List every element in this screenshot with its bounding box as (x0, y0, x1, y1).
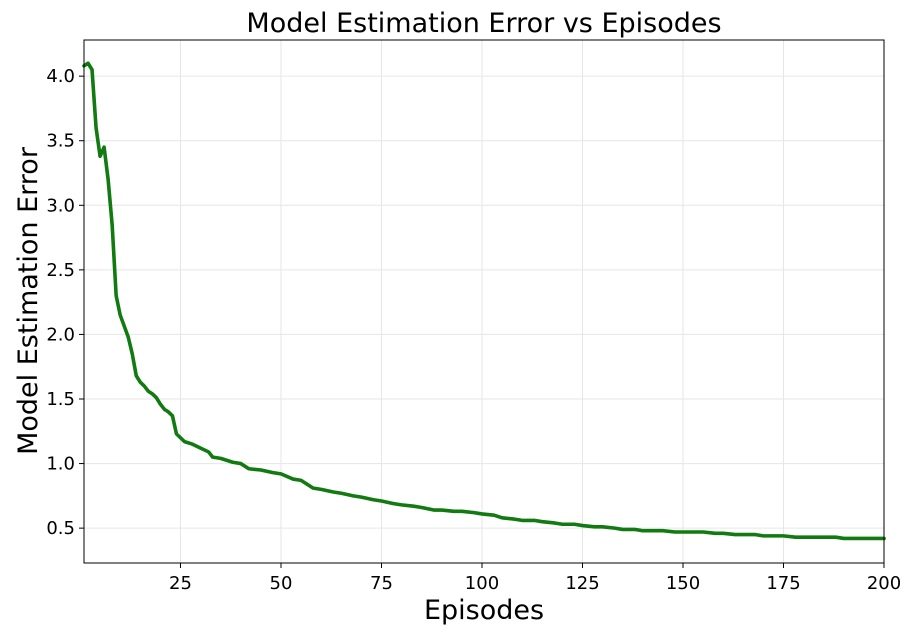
x-tick-label: 50 (270, 573, 293, 594)
y-tick-label: 3.0 (46, 195, 75, 216)
series-line (82, 61, 886, 541)
y-tick-label: 2.0 (46, 324, 75, 345)
x-tick-label: 200 (867, 573, 901, 594)
y-axis-ticks: 0.5 1.0 1.5 2.0 2.5 3.0 3.5 4.0 (46, 66, 84, 539)
y-tick-label: 1.5 (46, 389, 75, 410)
x-tick-label: 125 (565, 573, 599, 594)
x-axis-label: Episodes (424, 595, 544, 626)
y-tick-label: 0.5 (46, 518, 75, 539)
plot-frame (83, 39, 885, 564)
y-tick-label: 4.0 (46, 66, 75, 87)
chart-title: Model Estimation Error vs Episodes (246, 8, 721, 39)
grid (84, 40, 885, 563)
y-tick-label: 3.5 (46, 131, 75, 152)
x-tick-label: 150 (666, 573, 700, 594)
x-tick-label: 25 (169, 573, 192, 594)
x-tick-label: 75 (370, 573, 393, 594)
y-tick-label: 1.0 (46, 454, 75, 475)
y-axis-label: Model Estimation Error (13, 146, 44, 455)
y-tick-label: 2.5 (46, 260, 75, 281)
x-tick-label: 100 (465, 573, 499, 594)
x-tick-label: 175 (766, 573, 800, 594)
x-axis-ticks: 25 50 75 100 125 150 175 200 (169, 563, 901, 594)
